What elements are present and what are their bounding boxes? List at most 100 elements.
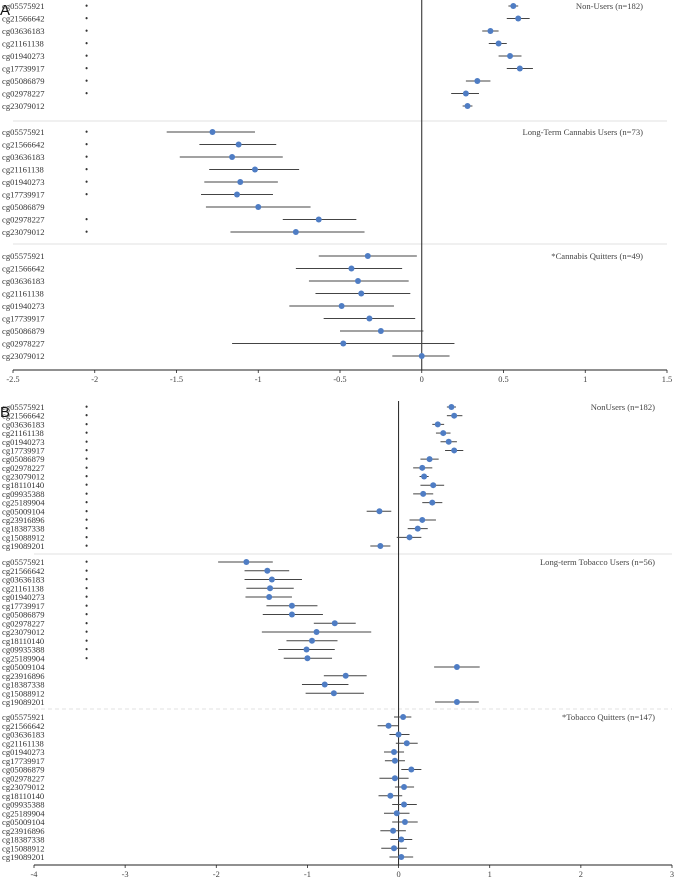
- group-label: NonUsers (n=182): [591, 402, 655, 412]
- forest-row: cg02978227 •: [2, 89, 479, 99]
- estimate-point: [354, 278, 361, 284]
- significance-marker: •: [85, 524, 88, 534]
- significance-marker: •: [85, 127, 88, 137]
- estimate-point: [445, 438, 452, 445]
- x-tick-label: 2: [579, 870, 583, 879]
- forest-row: cg23079012 •: [2, 627, 372, 637]
- significance-marker: •: [85, 64, 88, 74]
- panel-a: A -2.5 -2 -1.5 -1 -0.5 0 0.5 1 1.5 Non-Users (n=18…: [0, 0, 672, 384]
- significance-marker: •: [85, 636, 88, 646]
- forest-row: cg01940273: [2, 301, 394, 311]
- forest-row: cg23079012: [2, 351, 450, 361]
- probe-label: cg01940273: [2, 747, 45, 757]
- forest-row: cg21161138 •: [2, 428, 451, 438]
- group-label: *Tobacco Quitters (n=147): [562, 712, 655, 722]
- forest-row: cg23916896: [2, 671, 367, 681]
- estimate-point: [393, 810, 400, 817]
- estimate-point: [403, 740, 410, 747]
- estimate-point: [451, 447, 458, 454]
- forest-row: cg09935388 •: [2, 489, 434, 499]
- group-1: Long-Term Cannabis Users (n=73) cg0557592…: [2, 127, 643, 237]
- panel-letter-b: B: [0, 404, 10, 421]
- forest-row: cg03636183 •: [2, 575, 302, 585]
- estimate-point: [308, 637, 315, 644]
- probe-label: cg18387338: [2, 680, 45, 690]
- x-tick-label: 0: [396, 870, 400, 879]
- probe-label: cg18110140: [2, 791, 44, 801]
- significance-marker: •: [85, 177, 88, 187]
- estimate-point: [304, 655, 311, 662]
- significance-marker: •: [85, 610, 88, 620]
- significance-marker: •: [85, 575, 88, 585]
- forest-row: cg05575921: [2, 712, 412, 722]
- probe-label: cg21161138: [2, 738, 44, 748]
- estimate-point: [414, 525, 421, 532]
- x-tick-label: -3: [122, 870, 129, 879]
- estimate-point: [391, 749, 398, 755]
- estimate-point: [288, 611, 295, 618]
- forest-row: cg01940273 •: [2, 437, 457, 447]
- significance-marker: •: [85, 618, 88, 628]
- probe-label: cg03636183: [2, 419, 45, 429]
- probe-label: cg09935388: [2, 800, 45, 810]
- estimate-point: [430, 482, 437, 489]
- forest-row: cg01940273 •: [2, 177, 278, 187]
- significance-marker: •: [85, 419, 88, 429]
- estimate-point: [266, 594, 273, 600]
- probe-label: cg03636183: [2, 152, 45, 162]
- estimate-point: [391, 757, 398, 764]
- probe-label: cg21566642: [2, 566, 45, 576]
- forest-row: cg23079012: [2, 782, 415, 792]
- estimate-point: [426, 456, 433, 463]
- probe-label: cg09935388: [2, 645, 45, 655]
- probe-label: cg23916896: [2, 515, 45, 525]
- probe-label: cg02978227: [2, 215, 45, 225]
- significance-marker: •: [85, 601, 88, 611]
- forest-row: cg19089201: [2, 852, 414, 862]
- probe-label: cg18110140: [2, 480, 44, 490]
- forest-row: cg02978227: [2, 339, 455, 349]
- significance-marker: •: [85, 454, 88, 464]
- estimate-point: [364, 253, 371, 259]
- forest-row: cg21566642 •: [2, 566, 290, 576]
- significance-marker: •: [85, 227, 88, 237]
- probe-label: cg21566642: [2, 721, 45, 731]
- estimate-point: [235, 141, 242, 148]
- forest-row: cg21566642 •: [2, 140, 277, 150]
- significance-marker: •: [85, 437, 88, 447]
- probe-label: cg05086879: [2, 454, 45, 464]
- estimate-point: [434, 421, 441, 428]
- forest-row: cg05575921 •: [2, 402, 456, 412]
- estimate-point: [398, 854, 405, 860]
- x-tick-label: -1: [255, 375, 262, 384]
- forest-row: cg17739917: [2, 756, 405, 766]
- estimate-point: [209, 129, 216, 135]
- probe-label: cg05575921: [2, 712, 45, 722]
- significance-marker: •: [85, 566, 88, 576]
- forest-row: cg23079012 •: [2, 227, 365, 237]
- x-tick-label: 1.5: [662, 375, 672, 384]
- forest-row: cg21566642 •: [2, 411, 463, 421]
- significance-marker: •: [85, 645, 88, 655]
- probe-label: cg02978227: [2, 773, 45, 783]
- probe-label: cg05086879: [2, 610, 45, 620]
- significance-marker: •: [85, 480, 88, 490]
- probe-label: cg17739917: [2, 445, 45, 455]
- significance-marker: •: [85, 498, 88, 508]
- forest-row: cg17739917 •: [2, 190, 273, 200]
- forest-row: cg05575921: [2, 251, 417, 261]
- group-label: Long-Term Cannabis Users (n=73): [523, 127, 644, 137]
- significance-marker: •: [85, 215, 88, 225]
- forest-row: cg03636183 •: [2, 152, 283, 162]
- estimate-point: [243, 559, 250, 565]
- panel-letter-a: A: [0, 2, 10, 19]
- significance-marker: •: [85, 627, 88, 637]
- probe-label: cg05009104: [2, 662, 45, 672]
- significance-marker: •: [85, 89, 88, 99]
- estimate-point: [264, 567, 271, 574]
- forest-row: cg01940273 •: [2, 51, 522, 61]
- forest-row: cg21161138: [2, 289, 411, 299]
- significance-marker: •: [85, 140, 88, 150]
- probe-label: cg17739917: [2, 756, 45, 766]
